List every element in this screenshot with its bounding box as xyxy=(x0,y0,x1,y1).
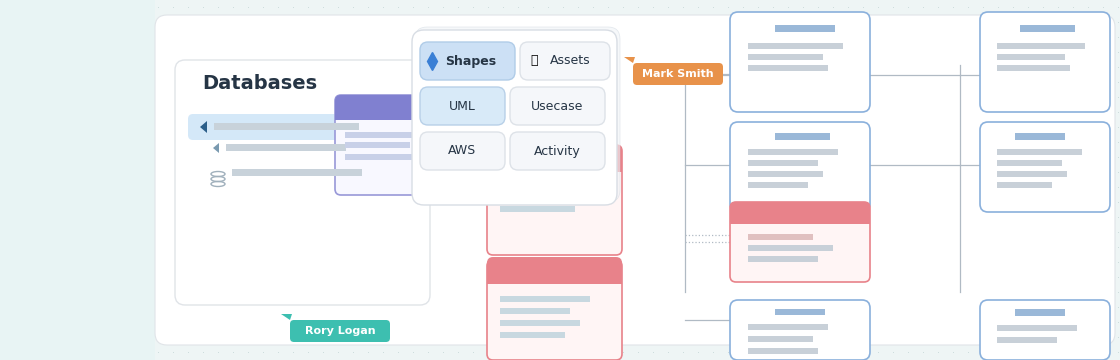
Bar xyxy=(748,348,818,354)
Bar xyxy=(500,320,580,326)
Polygon shape xyxy=(213,143,220,153)
Bar xyxy=(997,149,1082,155)
FancyBboxPatch shape xyxy=(730,202,870,282)
Bar xyxy=(748,234,813,240)
Bar xyxy=(500,308,570,314)
Text: Databases: Databases xyxy=(202,74,317,93)
Polygon shape xyxy=(624,57,635,63)
Text: Rory Logan: Rory Logan xyxy=(305,326,375,336)
FancyBboxPatch shape xyxy=(487,257,622,284)
FancyBboxPatch shape xyxy=(175,60,430,305)
Text: Assets: Assets xyxy=(550,54,590,68)
Text: UML: UML xyxy=(449,99,475,112)
Bar xyxy=(997,65,1070,71)
Bar xyxy=(500,206,575,212)
Bar xyxy=(500,332,564,338)
Bar xyxy=(1015,133,1065,140)
FancyBboxPatch shape xyxy=(520,42,610,80)
FancyBboxPatch shape xyxy=(487,260,622,360)
Bar xyxy=(214,123,360,130)
Bar xyxy=(232,169,362,176)
FancyBboxPatch shape xyxy=(335,95,450,120)
Bar xyxy=(997,54,1065,60)
Bar xyxy=(500,184,585,190)
FancyBboxPatch shape xyxy=(335,95,450,195)
Bar xyxy=(748,336,813,342)
Bar xyxy=(487,158,622,172)
Text: Usecase: Usecase xyxy=(531,99,584,112)
Bar xyxy=(226,144,346,151)
FancyBboxPatch shape xyxy=(510,132,605,170)
Bar xyxy=(487,270,622,284)
Bar xyxy=(748,171,823,177)
Bar xyxy=(997,337,1057,343)
Bar xyxy=(775,133,830,140)
Bar xyxy=(748,54,823,60)
Bar xyxy=(997,171,1067,177)
FancyBboxPatch shape xyxy=(510,87,605,125)
Bar xyxy=(335,108,450,120)
FancyBboxPatch shape xyxy=(290,320,390,342)
Polygon shape xyxy=(200,121,207,133)
Bar xyxy=(1015,309,1065,316)
Bar xyxy=(748,43,843,49)
FancyBboxPatch shape xyxy=(420,42,515,80)
Bar xyxy=(345,132,424,138)
FancyBboxPatch shape xyxy=(416,27,620,202)
FancyBboxPatch shape xyxy=(730,202,870,224)
FancyBboxPatch shape xyxy=(420,132,505,170)
Text: Activity: Activity xyxy=(533,144,580,158)
Text: AWS: AWS xyxy=(448,144,476,158)
FancyBboxPatch shape xyxy=(487,145,622,255)
FancyBboxPatch shape xyxy=(188,114,416,140)
Bar xyxy=(748,182,808,188)
Bar xyxy=(1020,25,1075,32)
Bar xyxy=(997,160,1062,166)
Bar xyxy=(997,182,1052,188)
Polygon shape xyxy=(281,314,292,320)
Bar xyxy=(748,245,833,251)
FancyBboxPatch shape xyxy=(980,122,1110,212)
FancyBboxPatch shape xyxy=(487,145,622,172)
Bar xyxy=(500,195,570,201)
FancyBboxPatch shape xyxy=(730,12,870,112)
Bar xyxy=(775,309,825,315)
FancyBboxPatch shape xyxy=(980,12,1110,112)
Bar xyxy=(0,0,155,360)
Bar xyxy=(748,160,818,166)
Bar xyxy=(345,142,410,148)
Bar xyxy=(748,65,828,71)
Text: Shapes: Shapes xyxy=(445,54,496,68)
Bar xyxy=(748,256,818,262)
Bar xyxy=(748,324,828,330)
FancyBboxPatch shape xyxy=(980,300,1110,360)
Bar xyxy=(748,149,838,155)
Bar xyxy=(997,43,1085,49)
FancyBboxPatch shape xyxy=(155,15,1116,345)
FancyBboxPatch shape xyxy=(730,300,870,360)
Text: 💼: 💼 xyxy=(530,54,538,68)
Bar xyxy=(500,296,590,302)
Bar xyxy=(775,25,836,32)
Bar xyxy=(345,154,416,160)
Text: Mark Smith: Mark Smith xyxy=(642,69,713,79)
Bar xyxy=(730,213,870,224)
Bar xyxy=(997,325,1077,331)
FancyBboxPatch shape xyxy=(412,30,617,205)
FancyBboxPatch shape xyxy=(420,87,505,125)
FancyBboxPatch shape xyxy=(730,122,870,212)
FancyBboxPatch shape xyxy=(633,63,724,85)
